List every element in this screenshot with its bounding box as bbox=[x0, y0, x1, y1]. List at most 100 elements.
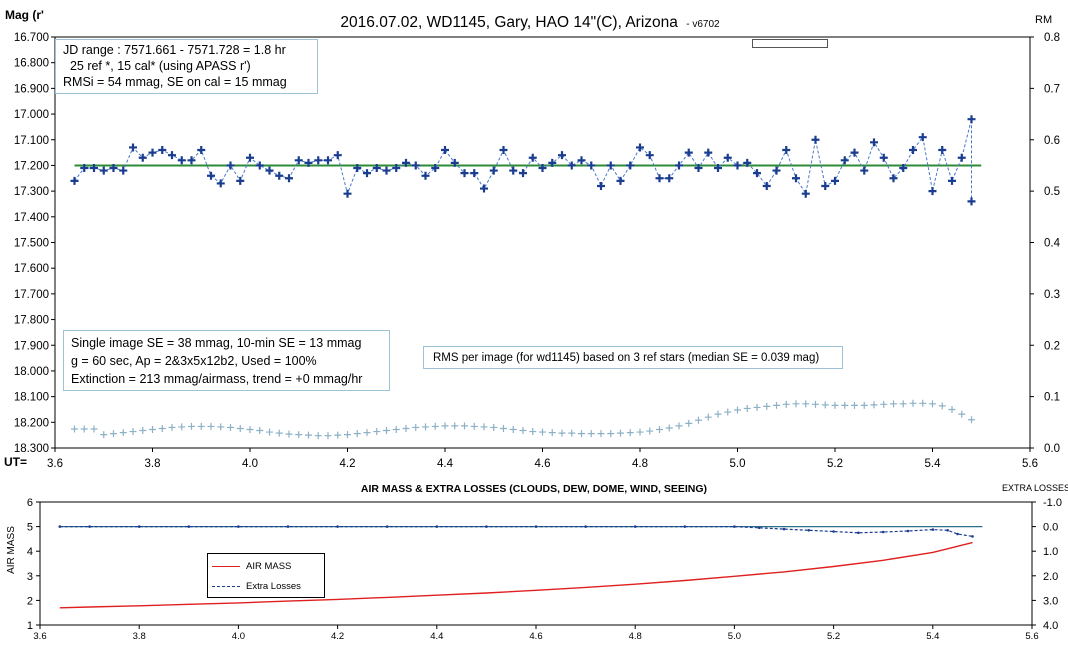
magnitude-point bbox=[597, 181, 605, 190]
y-tick-label: 16.900 bbox=[14, 83, 49, 95]
magnitude-point bbox=[801, 189, 810, 198]
y-tick-label: 17.200 bbox=[14, 160, 49, 172]
y2-tick-label: 0.4 bbox=[1044, 238, 1061, 250]
x-tick-label: 3.6 bbox=[47, 458, 63, 470]
rms-point bbox=[470, 422, 478, 430]
rms-point bbox=[363, 429, 371, 437]
legend-airmass-swatch bbox=[212, 565, 240, 567]
rms-note-box: RMS per image (for wd1145) based on 3 re… bbox=[423, 346, 843, 369]
rms-point bbox=[860, 401, 868, 409]
magnitude-point bbox=[860, 166, 869, 175]
legend-losses-label: Extra Losses bbox=[246, 580, 301, 592]
y-tick-label: 18.100 bbox=[14, 392, 49, 404]
rms-point bbox=[646, 427, 654, 435]
rms-point bbox=[841, 401, 849, 409]
magnitude-point bbox=[733, 161, 742, 170]
rms-point bbox=[812, 400, 819, 408]
magnitude-point bbox=[119, 166, 128, 175]
magnitude-point bbox=[577, 156, 586, 165]
magnitude-point bbox=[382, 166, 391, 175]
rms-point bbox=[324, 432, 332, 440]
y2-tick-label: 0.5 bbox=[1044, 186, 1060, 198]
rms-point bbox=[509, 426, 517, 434]
y2-tick-label: 0.2 bbox=[1044, 340, 1060, 352]
magnitude-point bbox=[372, 164, 381, 173]
rms-point bbox=[597, 430, 605, 438]
magnitude-point bbox=[948, 176, 956, 185]
y-tick-label: 17.000 bbox=[14, 109, 49, 121]
magnitude-point bbox=[519, 169, 527, 178]
rms-point bbox=[412, 423, 420, 431]
magnitude-point bbox=[626, 161, 635, 170]
magnitude-point bbox=[831, 176, 839, 185]
magnitude-point bbox=[138, 153, 147, 162]
magnitude-point bbox=[782, 146, 791, 155]
rms-point bbox=[714, 410, 722, 418]
rms-point bbox=[119, 429, 127, 437]
magnitude-point bbox=[957, 153, 966, 162]
magnitude-point bbox=[821, 181, 830, 190]
magnitude-point bbox=[197, 146, 206, 155]
y2-tick-label: 0.0 bbox=[1044, 443, 1060, 455]
bottom-x-tick-label: 3.6 bbox=[33, 631, 46, 642]
rms-point bbox=[782, 400, 790, 408]
magnitude-point bbox=[909, 146, 917, 155]
magnitude-series bbox=[70, 115, 976, 206]
extra-losses-point bbox=[237, 525, 240, 528]
magnitude-point bbox=[704, 148, 713, 157]
x-tick-label: 4.0 bbox=[242, 458, 258, 470]
se-text: Single image SE = 38 mmag, 10-min SE = 1… bbox=[71, 336, 362, 350]
extra-losses-point bbox=[435, 525, 439, 528]
bottom-x-tick-label: 5.4 bbox=[926, 631, 939, 642]
rms-point bbox=[763, 402, 771, 410]
magnitude-point bbox=[528, 153, 537, 162]
bottom-y2-tick-label: -1.0 bbox=[1043, 497, 1062, 509]
y2-tick-label: 0.8 bbox=[1044, 32, 1060, 44]
bottom-y-tick-label: 5 bbox=[27, 522, 33, 534]
rms-point bbox=[880, 400, 888, 408]
legend-airmass: AIR MASS bbox=[212, 559, 291, 573]
magnitude-point bbox=[753, 169, 761, 178]
top-x-axis-label: UT= bbox=[4, 455, 27, 469]
magnitude-point bbox=[636, 143, 644, 152]
magnitude-point bbox=[694, 164, 703, 173]
y2-tick-label: 0.7 bbox=[1044, 83, 1060, 95]
y-tick-label: 17.900 bbox=[14, 340, 49, 352]
rms-point bbox=[587, 430, 595, 438]
magnitude-point bbox=[655, 174, 664, 183]
magnitude-point bbox=[246, 153, 254, 162]
bottom-y2-tick-label: 4.0 bbox=[1043, 620, 1058, 632]
magnitude-point bbox=[840, 156, 849, 165]
bottom-x-tick-label: 5.6 bbox=[1025, 631, 1038, 642]
rms-point bbox=[383, 427, 390, 435]
extra-losses-point bbox=[485, 525, 488, 528]
rms-point bbox=[724, 408, 732, 416]
rms-point bbox=[246, 426, 254, 434]
magnitude-point bbox=[450, 158, 459, 167]
extra-losses-point bbox=[683, 525, 687, 528]
y-tick-label: 17.700 bbox=[14, 289, 49, 301]
extra-losses-point bbox=[971, 535, 974, 538]
extra-losses-point bbox=[782, 527, 786, 531]
x-tick-label: 5.6 bbox=[1022, 458, 1038, 470]
magnitude-point bbox=[714, 164, 722, 173]
rms-point bbox=[578, 430, 585, 438]
rms-point bbox=[373, 428, 381, 436]
y-tick-label: 17.600 bbox=[14, 263, 49, 275]
rms-point bbox=[275, 429, 283, 437]
rms-point bbox=[402, 424, 410, 432]
extra-losses-point bbox=[946, 529, 949, 532]
y-tick-label: 16.700 bbox=[14, 32, 49, 44]
magnitude-point bbox=[275, 171, 284, 180]
rms-point bbox=[851, 401, 858, 409]
y-tick-label: 18.000 bbox=[14, 366, 49, 378]
top-chart-title: 2016.07.02, WD1145, Gary, HAO 14"(C), Ar… bbox=[340, 14, 720, 31]
rms-point bbox=[656, 426, 663, 434]
rms-point bbox=[695, 416, 702, 424]
rms-point bbox=[626, 429, 634, 437]
magnitude-line bbox=[74, 119, 972, 202]
bottom-chart-title: AIR MASS & EXTRA LOSSES (CLOUDS, DEW, DO… bbox=[361, 483, 707, 495]
magnitude-point bbox=[772, 166, 781, 175]
x-tick-label: 5.4 bbox=[925, 458, 942, 470]
x-tick-label: 3.8 bbox=[145, 458, 161, 470]
